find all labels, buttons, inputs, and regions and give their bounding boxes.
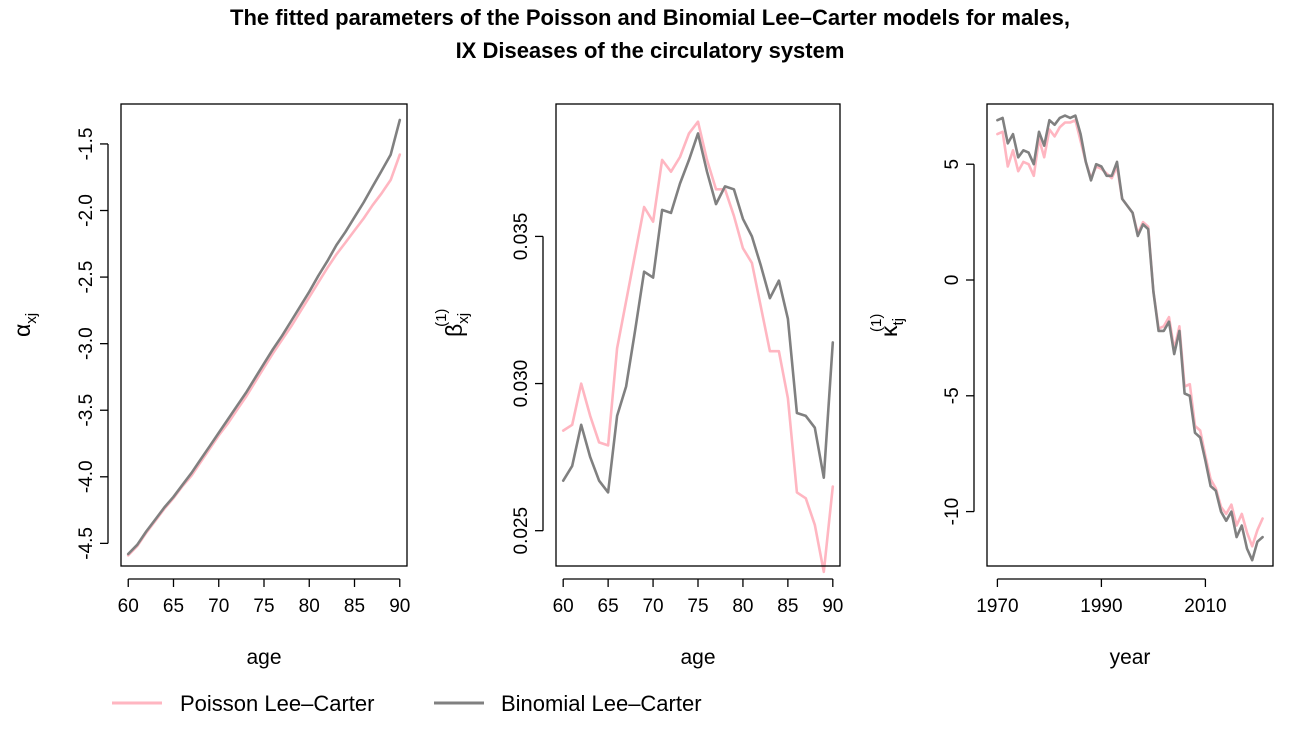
x-tick-label: 75 (687, 596, 708, 617)
x-tick-label: 1990 (1080, 596, 1122, 617)
legend: Poisson Lee–Carter Binomial Lee–Carter (112, 691, 702, 716)
y-tick-label: -10 (942, 498, 963, 525)
y-tick-label: 0.035 (511, 213, 532, 261)
y-tick-label: -1.5 (76, 128, 97, 161)
x-tick-label: 75 (253, 596, 274, 617)
beta-panel: 60 65 70 75 80 85 90 0.025 0.030 0.035 age βxj(1) (433, 103, 843, 669)
plot-frame (986, 103, 1274, 567)
chart-title-line-1: The fitted parameters of the Poisson and… (230, 5, 1070, 30)
kappa-panel: 1970 1990 2010 -10 -5 0 5 year κtj(1) (868, 103, 1274, 669)
series-line-binomial (126, 118, 402, 556)
y-axis-title: αxj (9, 313, 40, 337)
y-tick-label: -5 (942, 387, 963, 404)
chart-title-line-2: IX Diseases of the circulatory system (456, 38, 845, 63)
x-tick-label: 85 (344, 596, 365, 617)
y-axis-title: βxj(1) (433, 309, 472, 337)
x-tick-label: 70 (208, 596, 229, 617)
y-tick-label: -3.5 (76, 394, 97, 427)
legend-label-poisson: Poisson Lee–Carter (180, 691, 374, 716)
x-tick-label: 80 (732, 596, 753, 617)
x-tick-label: 85 (777, 596, 798, 617)
x-tick-label: 70 (642, 596, 663, 617)
y-tick-label: 0 (942, 275, 963, 286)
alpha-panel: 60 65 70 75 80 85 90 -4.5 -4.0 -3.5 -3.0 -2.5 -2.0 -1… (9, 103, 410, 669)
x-tick-label: 65 (598, 596, 619, 617)
x-tick-label: 90 (389, 596, 410, 617)
x-tick-label: 80 (299, 596, 320, 617)
x-tick-label: 90 (822, 596, 843, 617)
y-tick-label: 0.030 (511, 360, 532, 408)
series-line-poisson (996, 118, 1264, 548)
x-axis-title: age (680, 646, 715, 669)
x-axis-title: age (246, 646, 281, 669)
y-axis-title: κtj(1) (868, 314, 907, 337)
series-line-poisson (561, 120, 835, 574)
y-tick-label: -4.5 (76, 527, 97, 560)
plot-frame (120, 103, 408, 567)
x-tick-label: 1970 (976, 596, 1018, 617)
x-tick-label: 2010 (1184, 596, 1226, 617)
x-tick-label: 60 (118, 596, 139, 617)
legend-label-binomial: Binomial Lee–Carter (501, 691, 702, 716)
y-tick-label: -4.0 (76, 460, 97, 493)
series-line-poisson (126, 153, 402, 557)
x-tick-label: 65 (163, 596, 184, 617)
series-line-binomial (996, 114, 1264, 562)
series-line-binomial (561, 132, 835, 494)
x-tick-label: 60 (553, 596, 574, 617)
y-tick-label: -3.0 (76, 327, 97, 360)
y-tick-label: 0.025 (511, 507, 532, 555)
plot-frame (555, 103, 841, 567)
y-tick-label: -2.0 (76, 194, 97, 227)
y-tick-label: 5 (942, 159, 963, 170)
x-axis-title: year (1110, 646, 1151, 669)
y-tick-label: -2.5 (76, 261, 97, 294)
